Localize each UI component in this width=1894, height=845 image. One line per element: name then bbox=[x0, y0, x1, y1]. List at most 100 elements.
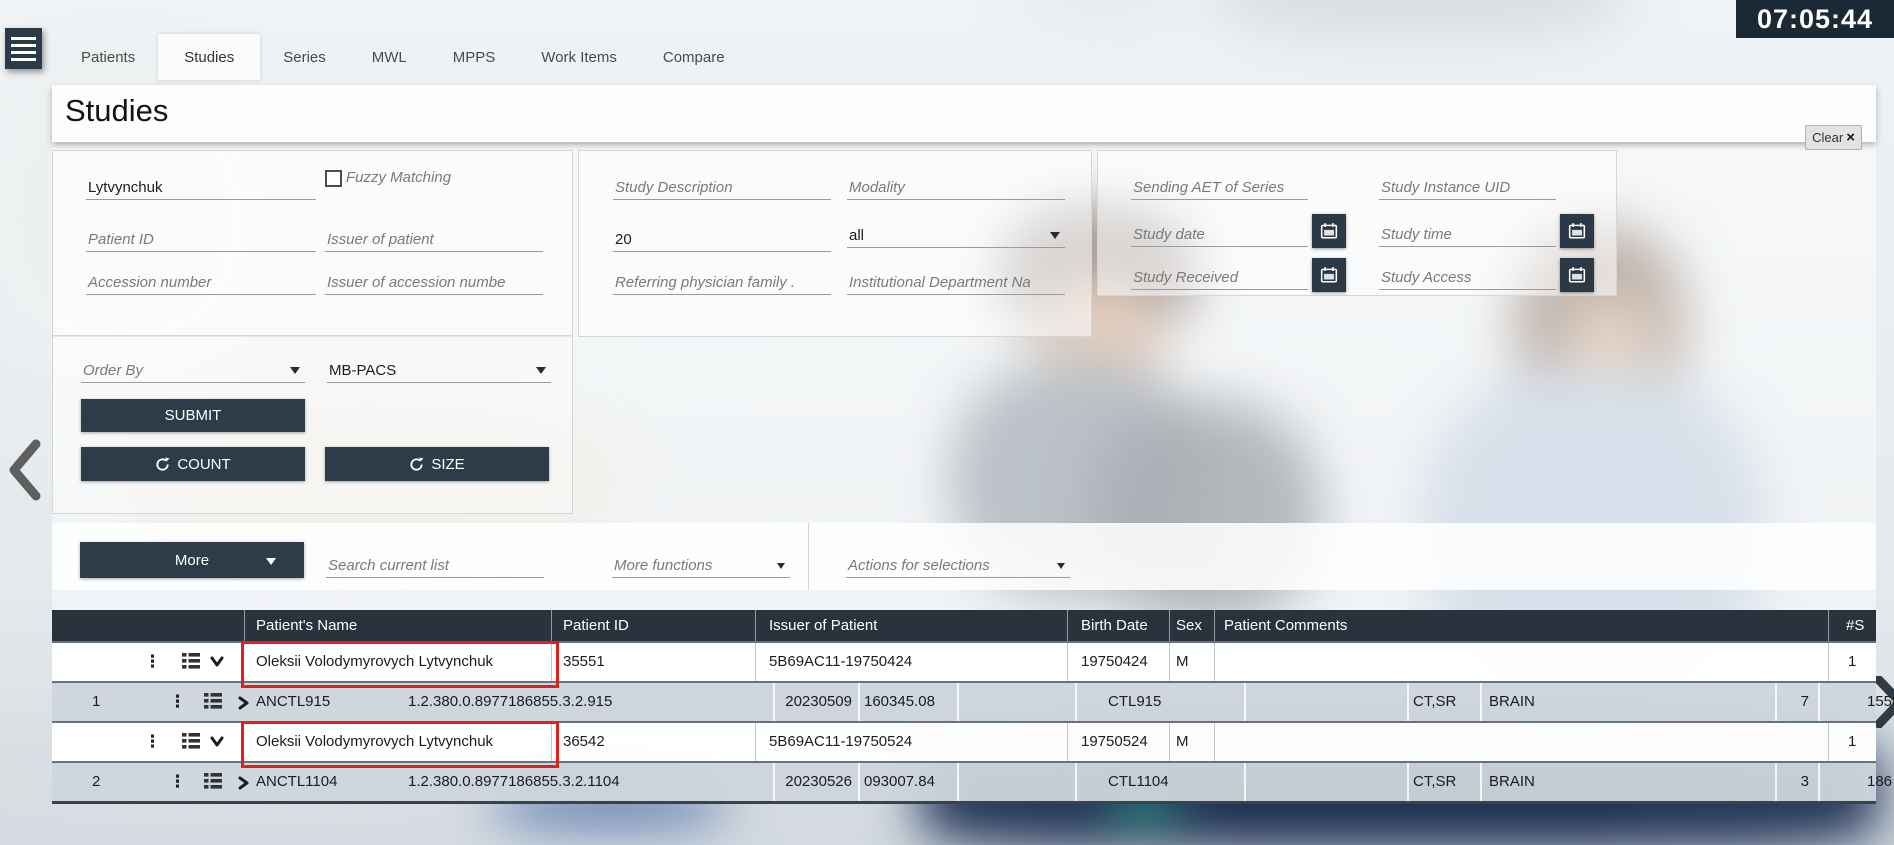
row-menu-kebab-icon[interactable]: ⋮ bbox=[169, 772, 186, 791]
modalities-cell: CT,SR bbox=[1413, 693, 1457, 710]
tab-studies[interactable]: Studies bbox=[158, 34, 261, 80]
num-instances-cell: 1558 bbox=[1867, 693, 1894, 710]
tab-mpps[interactable]: MPPS bbox=[452, 48, 496, 66]
study-row[interactable]: 1 ⋮ ANCTL915 1.2.380.0.8977186855.3.2.91… bbox=[52, 683, 1894, 721]
studies-panel: Studies Clear × Lytvynchuk Fuzzy Matchin… bbox=[52, 85, 1894, 807]
page-right-chevron-icon[interactable] bbox=[1876, 676, 1894, 728]
accession-number-input[interactable]: Accession number bbox=[86, 268, 316, 295]
study-date-input[interactable]: Study date bbox=[1131, 220, 1308, 247]
modality-select[interactable]: all bbox=[847, 221, 1065, 248]
referring-physician-input[interactable]: Referring physician family . bbox=[613, 268, 831, 295]
col-header-num-studies[interactable]: #S bbox=[1846, 617, 1865, 634]
sex-cell: M bbox=[1176, 653, 1189, 670]
issuer-of-patient-cell: 5B69AC11-19750424 bbox=[769, 653, 913, 670]
device-select[interactable]: MB-PACS bbox=[327, 356, 551, 383]
attributes-list-icon[interactable] bbox=[182, 653, 200, 669]
study-filter-group: Study Description Modality 20 all Referr… bbox=[578, 150, 1092, 337]
study-row[interactable]: 2 ⋮ ANCTL1104 1.2.380.0.8977186855.3.2.1… bbox=[52, 763, 1892, 801]
study-date-calendar-button[interactable] bbox=[1312, 214, 1346, 248]
dropdown-arrow-icon bbox=[1050, 232, 1060, 239]
col-header-issuer-of-patient[interactable]: Issuer of Patient bbox=[769, 617, 878, 634]
issuer-of-patient-input[interactable]: Issuer of patient bbox=[325, 225, 543, 252]
attributes-list-icon[interactable] bbox=[182, 733, 200, 749]
birth-date-cell: 19750524 bbox=[1081, 733, 1148, 750]
order-by-select[interactable]: Order By bbox=[81, 356, 305, 383]
study-access-input[interactable]: Study Access bbox=[1379, 263, 1556, 290]
study-id-cell: ANCTL1104 bbox=[256, 773, 338, 790]
attributes-list-icon[interactable] bbox=[204, 693, 222, 709]
row-menu-kebab-icon[interactable]: ⋮ bbox=[169, 692, 186, 711]
num-studies-cell: 1 bbox=[1848, 653, 1857, 670]
patient-name-input[interactable]: Lytvynchuk bbox=[86, 173, 316, 200]
calendar-icon bbox=[1568, 267, 1586, 283]
row-menu-kebab-icon[interactable]: ⋮ bbox=[144, 732, 161, 751]
study-description-cell: BRAIN bbox=[1489, 773, 1535, 790]
patient-id-input[interactable]: Patient ID bbox=[86, 225, 316, 252]
col-header-patients-name[interactable]: Patient's Name bbox=[256, 617, 358, 634]
search-current-list-input[interactable]: Search current list bbox=[326, 551, 544, 578]
study-description-input[interactable]: Study Description bbox=[613, 173, 831, 200]
collapse-chevron-down-icon[interactable] bbox=[210, 736, 224, 748]
num-studies-cell: 1 bbox=[1848, 733, 1857, 750]
col-header-birth-date[interactable]: Birth Date bbox=[1081, 617, 1148, 634]
tab-mwl[interactable]: MWL bbox=[371, 48, 407, 66]
date-filter-group: Sending AET of Series Study Instance UID… bbox=[1097, 150, 1617, 296]
tab-patients[interactable]: Patients bbox=[81, 48, 136, 66]
accession-number-cell: CTL915 bbox=[1108, 693, 1162, 710]
study-received-calendar-button[interactable] bbox=[1312, 258, 1346, 292]
limit-input[interactable]: 20 bbox=[613, 225, 831, 252]
study-received-input[interactable]: Study Received bbox=[1131, 263, 1308, 290]
modalities-cell: CT,SR bbox=[1413, 773, 1457, 790]
patient-row[interactable]: ⋮ Oleksii Volodymyrovych Lytvynchuk 3654… bbox=[52, 721, 1876, 768]
annotation-red-box bbox=[241, 641, 559, 688]
study-access-calendar-button[interactable] bbox=[1560, 258, 1594, 292]
patient-filter-group: Lytvynchuk Fuzzy Matching Patient ID Iss… bbox=[52, 150, 573, 337]
tab-series[interactable]: Series bbox=[283, 48, 326, 66]
expand-chevron-right-icon[interactable] bbox=[238, 696, 250, 710]
refresh-icon bbox=[410, 456, 424, 471]
submit-button[interactable]: SUBMIT bbox=[81, 399, 305, 432]
patient-name-cell[interactable]: Oleksii Volodymyrovych Lytvynchuk bbox=[256, 653, 494, 670]
patient-name-cell[interactable]: Oleksii Volodymyrovych Lytvynchuk bbox=[256, 733, 494, 750]
dropdown-arrow-icon bbox=[536, 367, 546, 374]
close-icon: × bbox=[1846, 129, 1855, 146]
more-functions-select[interactable]: More functions bbox=[612, 551, 790, 578]
refresh-icon bbox=[156, 456, 170, 471]
col-header-sex[interactable]: Sex bbox=[1176, 617, 1202, 634]
study-id-cell: ANCTL915 bbox=[256, 693, 331, 710]
fuzzy-matching-checkbox[interactable] bbox=[325, 170, 342, 187]
actions-for-selections-select[interactable]: Actions for selections bbox=[846, 551, 1070, 578]
tab-compare[interactable]: Compare bbox=[662, 48, 725, 66]
study-time-cell: 160345.08 bbox=[864, 693, 935, 710]
table-header-row: Patient's Name Patient ID Issuer of Pati… bbox=[52, 610, 1876, 641]
count-button[interactable]: COUNT bbox=[81, 447, 305, 481]
menu-hamburger-icon[interactable] bbox=[5, 28, 42, 69]
sex-cell: M bbox=[1176, 733, 1189, 750]
tab-work-items[interactable]: Work Items bbox=[541, 48, 617, 66]
clock: 07:05:44 bbox=[1736, 0, 1894, 38]
list-actions-band: More Search current list More functions … bbox=[52, 523, 1876, 590]
num-instances-cell: 186 bbox=[1867, 773, 1893, 790]
study-uid-cell: 1.2.380.0.8977186855.3.2.1104 bbox=[408, 773, 620, 790]
collapse-chevron-down-icon[interactable] bbox=[210, 656, 224, 668]
expand-chevron-right-icon[interactable] bbox=[238, 776, 250, 790]
col-header-patient-id[interactable]: Patient ID bbox=[563, 617, 629, 634]
col-header-patient-comments[interactable]: Patient Comments bbox=[1224, 617, 1348, 634]
more-button[interactable]: More bbox=[80, 542, 304, 578]
issuer-of-accession-input[interactable]: Issuer of accession numbe bbox=[325, 268, 543, 295]
sending-aet-input[interactable]: Sending AET of Series bbox=[1131, 173, 1308, 200]
page-left-chevron-icon[interactable] bbox=[6, 438, 44, 502]
row-menu-kebab-icon[interactable]: ⋮ bbox=[144, 652, 161, 671]
clear-filters-button[interactable]: Clear × bbox=[1805, 125, 1862, 150]
study-instance-uid-input[interactable]: Study Instance UID bbox=[1379, 173, 1556, 200]
accession-number-cell: CTL1104 bbox=[1108, 773, 1169, 790]
study-index: 1 bbox=[92, 693, 101, 710]
study-time-input[interactable]: Study time bbox=[1379, 220, 1556, 247]
attributes-list-icon[interactable] bbox=[204, 773, 222, 789]
institutional-department-input[interactable]: Institutional Department Na bbox=[847, 268, 1065, 295]
patient-row[interactable]: ⋮ Oleksii Volodymyrovych Lytvynchuk 3555… bbox=[52, 641, 1876, 688]
size-button[interactable]: SIZE bbox=[325, 447, 549, 481]
study-time-cell: 093007.84 bbox=[864, 773, 935, 790]
study-time-calendar-button[interactable] bbox=[1560, 214, 1594, 248]
